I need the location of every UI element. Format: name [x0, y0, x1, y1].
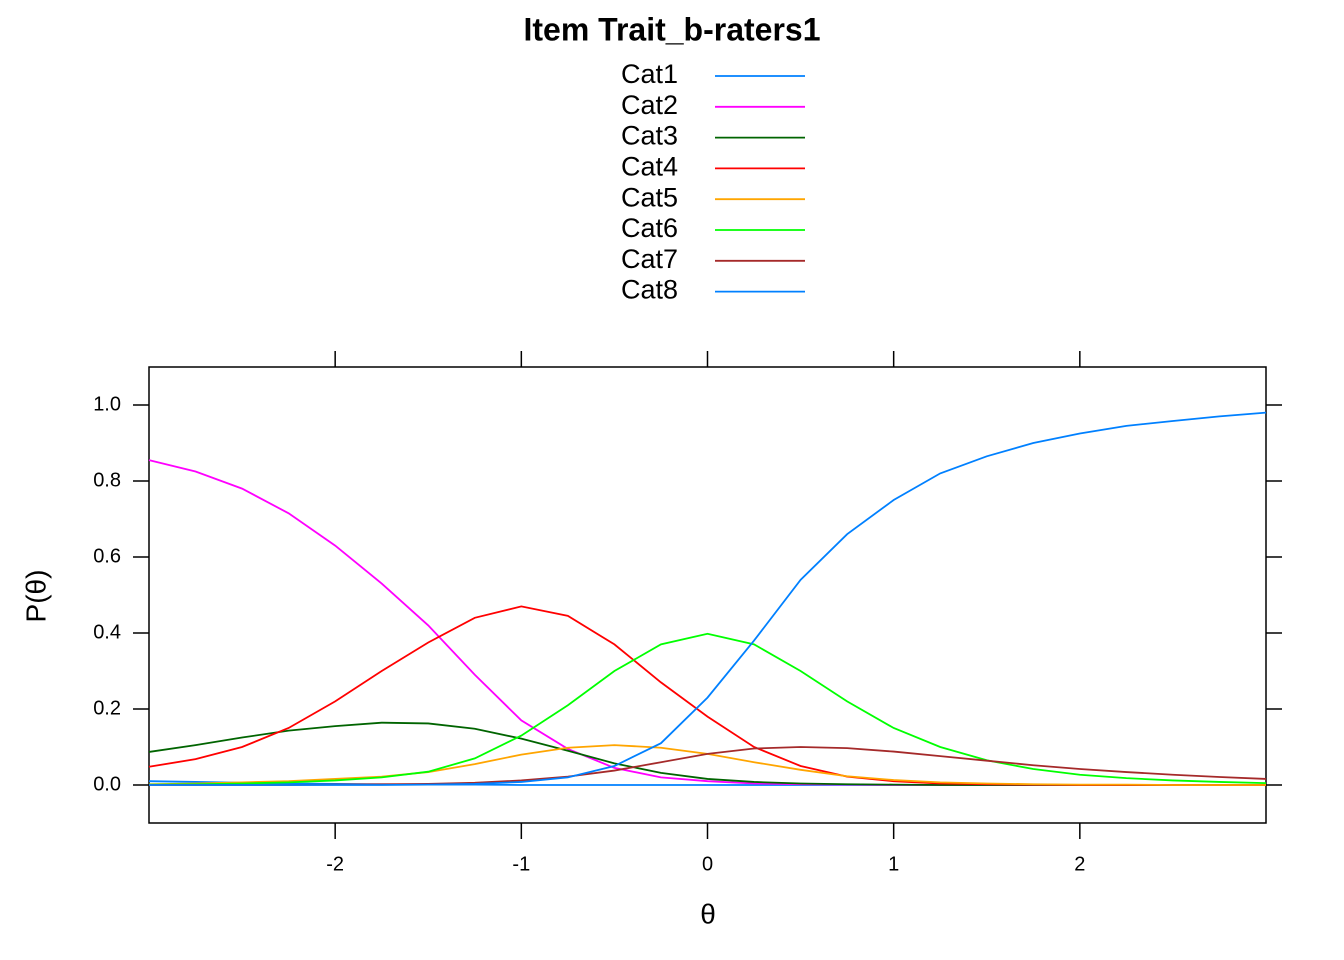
- legend-label: Cat4: [621, 152, 678, 182]
- chart-title: Item Trait_b-raters1: [523, 11, 820, 47]
- legend-label: Cat7: [621, 244, 678, 274]
- legend-label: Cat2: [621, 90, 678, 120]
- legend-label: Cat6: [621, 213, 678, 243]
- legend-label: Cat8: [621, 275, 678, 305]
- y-tick-label: 0.2: [93, 697, 121, 719]
- y-tick-label: 0.8: [93, 469, 121, 491]
- series-line: [149, 411, 1267, 786]
- y-tick-label: 0.6: [93, 545, 121, 567]
- y-tick-label: 1.0: [93, 393, 121, 415]
- legend-label: Cat3: [621, 121, 678, 151]
- x-tick-label: 1: [888, 853, 899, 875]
- series-line: [148, 459, 1266, 786]
- y-tick-label: 0.0: [93, 773, 121, 795]
- y-tick-label: 0.4: [93, 621, 121, 643]
- series-line: [148, 632, 1267, 786]
- legend-label: Cat1: [621, 59, 678, 89]
- x-tick-label: -1: [512, 853, 530, 875]
- x-tick-label: 2: [1074, 853, 1085, 875]
- legend-label: Cat5: [621, 182, 678, 212]
- x-tick-label: -2: [326, 853, 344, 875]
- x-tick-label: 0: [702, 853, 713, 875]
- x-axis-label: θ: [700, 898, 716, 929]
- y-axis-label: P(θ): [20, 570, 51, 623]
